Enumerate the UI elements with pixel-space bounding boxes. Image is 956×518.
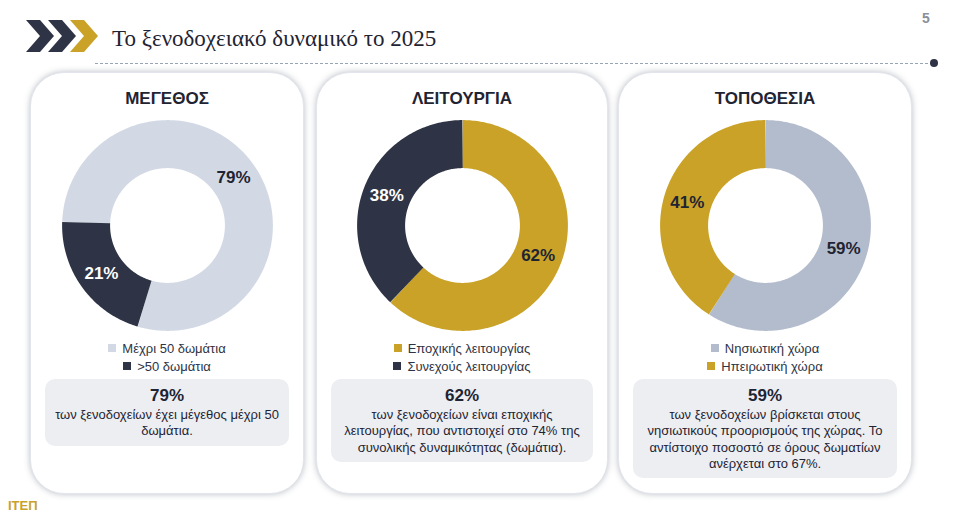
html-text:Νησιωτική χώρα: Νησιωτική χώρα [724,340,820,356]
html-text:79%: 79% [150,386,184,405]
svg-text:38%: 38% [370,186,404,205]
html-text:Συνεχούς λειτουργίας: Συνεχούς λειτουργίας [407,358,531,374]
html-text:των ξενοδοχείων έχει μέγεθος μ: των ξενοδοχείων έχει μέγεθος μέχρι 50 δω… [55,407,279,439]
html-text:ΜΕΓΕΘΟΣ: ΜΕΓΕΘΟΣ [125,89,209,108]
html-text:Μέχρι 50 δωμάτια: Μέχρι 50 δωμάτια [122,340,226,356]
html-text:ΙΤΕΠ: ΙΤΕΠ [8,498,38,513]
html-text:ΛΕΙΤΟΥΡΓΙΑ: ΛΕΙΤΟΥΡΓΙΑ [411,89,513,108]
html-text:5: 5 [922,10,930,26]
svg-text:62%: 62% [521,246,555,265]
svg-text:21%: 21% [84,264,118,283]
html-text:των ξενοδοχείων βρίσκεται στου: των ξενοδοχείων βρίσκεται στους νησιωτικ… [647,407,883,471]
svg-text:59%: 59% [827,239,861,258]
html-text:59%: 59% [748,386,782,405]
html-text:Ηπειρωτική χώρα: Ηπειρωτική χώρα [721,358,823,374]
html-text:των ξενοδοχείων είναι εποχικής: των ξενοδοχείων είναι εποχικής λειτουργί… [344,407,580,455]
svg-text:79%: 79% [217,168,251,187]
svg-text:41%: 41% [670,193,704,212]
html-text:62%: 62% [445,386,479,405]
html-text:Εποχικής λειτουργίας: Εποχικής λειτουργίας [407,340,531,356]
html-text:ΤΟΠΟΘΕΣΙΑ: ΤΟΠΟΘΕΣΙΑ [714,89,816,108]
html-text:Το ξενοδοχειακό δυναμικό το 20: Το ξενοδοχειακό δυναμικό το 2025 [112,26,437,51]
html-text:>50 δωμάτια: >50 δωμάτια [137,358,211,374]
